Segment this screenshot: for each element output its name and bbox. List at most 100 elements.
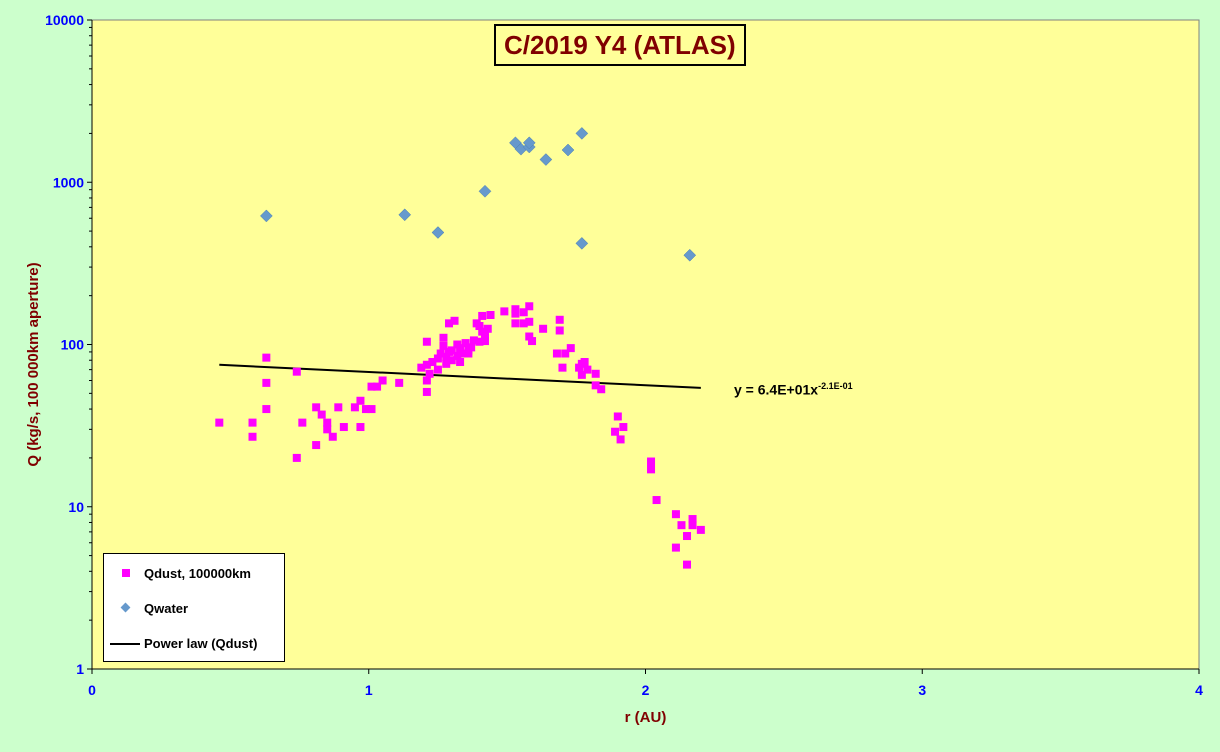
qdust-point [580,358,589,367]
qdust-point [248,432,257,441]
qdust-point [478,327,487,336]
qdust-point [591,369,600,378]
legend-label: Qdust, 100000km [144,566,251,581]
qdust-point [511,309,520,318]
qdust-point [262,405,271,414]
legend-label: Power law (Qdust) [144,636,258,651]
qdust-point [422,387,431,396]
y-tick-label: 10 [68,499,84,515]
qdust-point [511,319,520,328]
qdust-point [458,349,467,358]
qdust-point [478,311,487,320]
qdust-point [417,363,426,372]
qdust-point [683,532,692,541]
qdust-point [422,337,431,346]
qdust-point [447,346,456,355]
legend-item-power-law: Power law (Qdust) [104,634,284,654]
qdust-point [356,396,365,405]
qdust-point [453,351,462,360]
x-axis: 0 1 2 3 4 [88,668,1203,698]
qdust-point [558,363,567,372]
qdust-point [683,560,692,569]
qwater-point [575,127,589,140]
x-tick-label: 2 [642,682,650,698]
qdust-point [511,305,520,314]
qdust-point [519,319,528,328]
qdust-point [566,344,575,353]
qwater-point [398,208,412,222]
qdust-point [425,369,434,378]
qdust-point [292,367,301,376]
qdust-point [613,412,622,421]
y-tick-label: 1000 [53,174,84,190]
qdust-point [671,510,680,519]
qdust-point [373,382,382,391]
qdust-point [677,521,686,530]
diamond-marker-icon [120,602,131,613]
qdust-point [436,349,445,358]
qdust-point [323,425,332,434]
legend-item-qwater: Qwater [104,599,284,619]
legend-item-qdust: Qdust, 100000km [104,564,284,584]
qdust-point [422,360,431,369]
qwater-point [575,237,589,250]
x-tick-label: 1 [365,682,373,698]
qdust-point [671,543,680,552]
qwater-point [478,184,492,198]
y-tick-label: 10000 [45,12,84,28]
qdust-point [597,385,606,394]
qdust-point [483,324,492,333]
y-tick-label: 100 [61,337,85,353]
qdust-point [555,315,564,324]
y-axis-label: Q (kg/s, 100 000km aperture) [25,262,42,466]
qdust-point [298,418,307,427]
qdust-point [647,457,656,466]
qdust-point [539,324,548,333]
qdust-point [317,410,326,419]
qdust-point [475,337,484,346]
qdust-point [528,337,537,346]
qdust-point [591,381,600,390]
qdust-point [378,376,387,385]
qdust-point [323,418,332,427]
qdust-point [312,441,321,450]
qdust-point [519,308,528,317]
qdust-point [433,365,442,374]
equation-exponent: -2.1E-01 [818,381,853,391]
legend-label: Qwater [144,601,189,616]
qdust-point [461,339,470,348]
qdust-point [652,496,661,505]
qdust-point [688,521,697,530]
qdust-point [433,354,442,363]
qdust-point [367,405,376,414]
qdust-point [334,403,343,412]
qdust-point [525,317,534,326]
legend: Qdust, 100000km Qwater Power law (Qdust) [103,553,285,662]
qdust-point [500,307,509,316]
y-axis: 1 10 100 1000 10000 [45,12,93,677]
qdust-point [450,316,459,325]
y-tick-label: 1 [76,661,84,677]
qdust-point [361,405,370,414]
qdust-point [616,435,625,444]
qdust-point [619,423,628,432]
square-marker-icon [122,569,130,577]
qdust-point [464,349,473,358]
qdust-point [475,322,484,331]
line-marker-icon [110,643,140,645]
chart-title: C/2019 Y4 (ATLAS) [494,24,746,66]
qdust-point [445,319,454,328]
qdust-point [395,378,404,387]
qdust-point [555,326,564,335]
qdust-point [248,418,257,427]
qdust-point [456,358,465,367]
qdust-point [456,344,465,353]
x-tick-label: 0 [88,682,96,698]
qdust-point [688,515,697,524]
x-tick-label: 4 [1195,682,1203,698]
qdust-point [262,378,271,387]
qdust-point [262,353,271,362]
x-tick-label: 3 [918,682,926,698]
x-axis-label: r (AU) [625,709,667,726]
qdust-point [442,359,451,368]
